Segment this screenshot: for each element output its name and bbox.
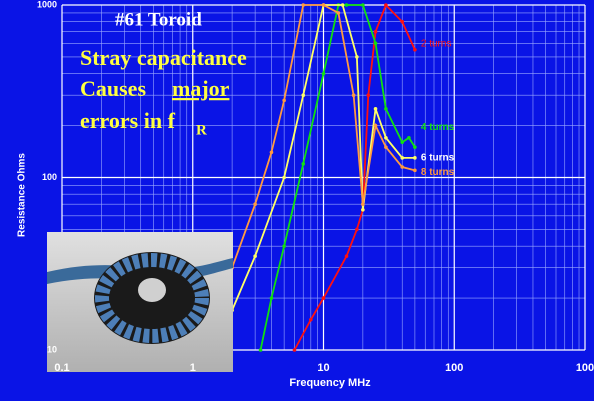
windings: [95, 253, 209, 343]
point: [321, 71, 326, 76]
point: [413, 145, 417, 149]
point: [384, 107, 388, 111]
toroid-hole: [138, 278, 166, 302]
point: [413, 47, 417, 52]
point: [282, 98, 286, 103]
point: [384, 145, 388, 149]
annotation: major: [172, 76, 230, 101]
lines: [190, 3, 417, 352]
point: [344, 254, 349, 258]
point: [373, 123, 378, 128]
point: [269, 150, 274, 155]
y-tick-label: 100: [42, 172, 57, 182]
annotation: Stray capacitance: [80, 45, 247, 70]
x-tick-label: 100: [576, 362, 594, 374]
x-tick-label: 1: [190, 362, 196, 374]
y-axis-label: Resistance Ohms: [17, 153, 28, 237]
point: [384, 3, 388, 7]
series-label: 4 turns: [421, 122, 455, 133]
point: [361, 207, 365, 212]
point: [413, 168, 417, 173]
series-label: 8 turns: [421, 167, 455, 178]
photo: [47, 232, 233, 372]
point: [361, 202, 365, 207]
point: [344, 3, 349, 7]
point: [407, 135, 411, 140]
point: [373, 41, 378, 46]
point: [301, 3, 306, 7]
annotation: R: [196, 122, 207, 138]
point: [321, 3, 326, 7]
x-axis-label: Frequency MHz: [289, 377, 371, 389]
point: [400, 19, 405, 24]
y-tick-label: 1000: [37, 0, 57, 9]
point: [269, 296, 274, 300]
annotation: Causes: [80, 76, 146, 101]
point: [355, 55, 359, 59]
point: [301, 162, 306, 166]
y-tick-label: 10: [47, 344, 57, 354]
point: [258, 348, 263, 352]
point: [282, 175, 286, 180]
point: [301, 93, 306, 97]
x-tick-label: 100: [445, 362, 463, 374]
point: [413, 156, 417, 160]
title: #61 Toroid: [115, 9, 202, 30]
point: [309, 317, 313, 322]
point: [282, 244, 286, 248]
point: [321, 296, 326, 300]
point: [366, 93, 371, 97]
point: [373, 107, 378, 111]
point: [361, 3, 365, 7]
point: [340, 3, 345, 7]
point: [355, 227, 359, 232]
point: [253, 254, 257, 258]
grid: [61, 4, 586, 351]
point: [253, 202, 257, 207]
point: [292, 348, 297, 352]
point: [351, 93, 356, 97]
annotation: errors in f: [80, 108, 176, 133]
point: [400, 165, 405, 169]
point: [400, 140, 405, 145]
point: [384, 135, 388, 140]
series-label: 6 turns: [421, 152, 455, 163]
point: [373, 29, 378, 34]
point: [400, 156, 405, 160]
x-tick-label: 0.1: [54, 362, 69, 374]
series-label: 2 turns: [421, 38, 452, 49]
point: [336, 11, 341, 15]
x-tick-label: 10: [317, 362, 329, 374]
